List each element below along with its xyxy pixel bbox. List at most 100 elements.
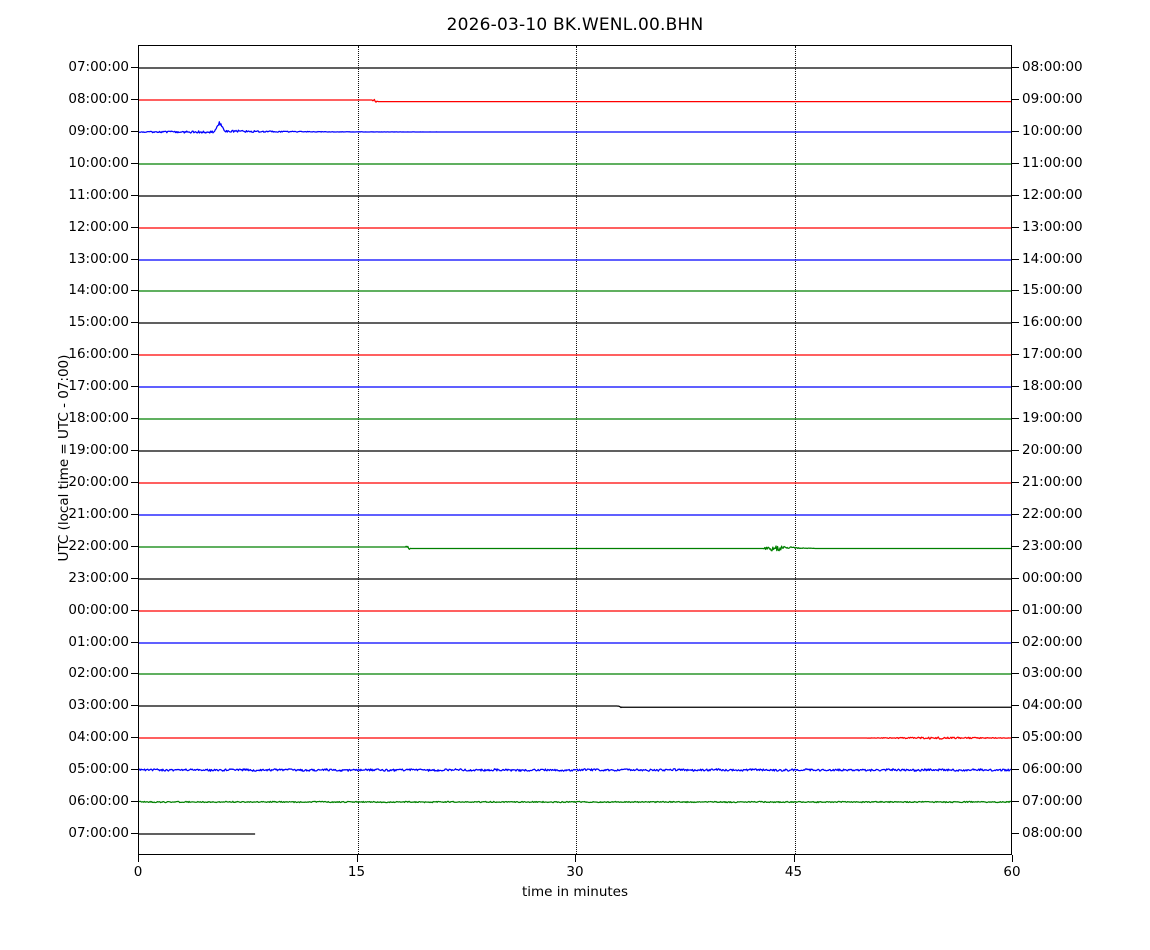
y-tick-label-left: 23:00:00 <box>68 569 129 586</box>
seismic-trace <box>139 83 1011 117</box>
y-tick-mark-right <box>1012 418 1019 420</box>
y-tick-label-right: 10:00:00 <box>1022 122 1083 139</box>
vertical-gridline <box>357 46 359 854</box>
y-tick-mark-right <box>1012 641 1019 643</box>
y-tick-label-right: 18:00:00 <box>1022 378 1083 395</box>
x-tick-label: 15 <box>347 864 366 880</box>
x-axis-label: time in minutes <box>521 884 629 900</box>
y-tick-label-left: 00:00:00 <box>68 601 129 618</box>
y-tick-mark-left <box>131 769 138 771</box>
y-tick-label-left: 07:00:00 <box>68 825 129 841</box>
y-tick-mark-left <box>131 194 138 196</box>
y-tick-mark-right <box>1012 801 1019 803</box>
x-tick-mark <box>1012 855 1013 862</box>
y-tick-label-right: 09:00:00 <box>1022 90 1083 107</box>
y-tick-label-right: 21:00:00 <box>1022 473 1083 490</box>
y-tick-mark-right <box>1012 673 1019 675</box>
y-tick-mark-left <box>131 737 138 739</box>
y-tick-mark-left <box>131 418 138 420</box>
seismic-trace <box>139 498 1011 532</box>
y-tick-label-right: 02:00:00 <box>1022 633 1083 650</box>
y-tick-label-left: 01:00:00 <box>68 633 129 650</box>
y-tick-mark-left <box>131 354 138 356</box>
seismic-trace <box>139 243 1011 277</box>
seismic-trace <box>139 785 1011 819</box>
y-tick-mark-right <box>1012 354 1019 356</box>
y-tick-label-right: 20:00:00 <box>1022 442 1083 458</box>
trace-line <box>139 737 1011 739</box>
page-title: 2026-03-10 BK.WENL.00.BHN <box>446 15 704 35</box>
y-tick-mark-left <box>131 513 138 515</box>
y-tick-label-left: 05:00:00 <box>68 761 129 778</box>
trace-line <box>139 801 1011 802</box>
y-tick-mark-left <box>131 67 138 68</box>
y-tick-mark-right <box>1012 130 1019 132</box>
y-tick-mark-right <box>1012 609 1019 611</box>
seismic-trace <box>139 594 1011 628</box>
x-tick-mark <box>138 855 139 862</box>
x-tick-mark <box>356 855 358 862</box>
y-tick-label-right: 01:00:00 <box>1022 601 1083 618</box>
vertical-gridline <box>576 46 577 854</box>
seismic-trace <box>139 562 1011 596</box>
y-tick-mark-left <box>131 673 138 675</box>
y-tick-label-right: 05:00:00 <box>1022 729 1083 746</box>
y-tick-mark-left <box>131 290 138 292</box>
y-tick-label-left: 08:00:00 <box>68 90 129 107</box>
y-tick-mark-left <box>131 609 138 611</box>
y-tick-mark-left <box>131 322 138 324</box>
y-tick-label-left: 12:00:00 <box>68 218 129 235</box>
y-tick-mark-right <box>1012 481 1019 483</box>
seismic-trace <box>139 274 1011 308</box>
seismic-trace <box>139 530 1011 564</box>
y-tick-label-right: 07:00:00 <box>1022 793 1083 810</box>
seismic-trace <box>139 211 1011 245</box>
seismic-trace <box>139 370 1011 404</box>
y-tick-label-right: 03:00:00 <box>1022 665 1083 682</box>
y-tick-mark-left <box>131 577 138 579</box>
y-tick-mark-right <box>1012 769 1019 771</box>
trace-line <box>139 122 1011 133</box>
y-tick-label-right: 14:00:00 <box>1022 250 1083 267</box>
y-tick-label-right: 16:00:00 <box>1022 314 1083 331</box>
vertical-gridline <box>794 46 796 854</box>
y-tick-label-left: 16:00:00 <box>68 346 129 363</box>
seismic-trace <box>139 51 1011 85</box>
y-tick-mark-left <box>131 130 138 132</box>
y-tick-label-right: 22:00:00 <box>1022 505 1083 522</box>
y-tick-label-left: 13:00:00 <box>68 250 129 267</box>
y-tick-label-left: 02:00:00 <box>68 665 129 682</box>
y-tick-label-left: 06:00:00 <box>68 793 129 810</box>
seismic-trace <box>139 817 1011 851</box>
seismic-trace <box>139 179 1011 213</box>
y-tick-label-right: 06:00:00 <box>1022 761 1083 778</box>
seismic-trace <box>139 721 1011 755</box>
plot-inner <box>139 46 1011 854</box>
y-tick-mark-right <box>1012 577 1019 579</box>
y-tick-mark-right <box>1012 513 1019 515</box>
y-tick-label-right: 08:00:00 <box>1022 825 1083 841</box>
y-tick-mark-left <box>131 450 138 451</box>
y-tick-label-right: 04:00:00 <box>1022 697 1083 714</box>
y-tick-mark-left <box>131 481 138 483</box>
y-tick-mark-right <box>1012 705 1019 707</box>
y-tick-label-left: 15:00:00 <box>68 314 129 331</box>
seismic-trace <box>139 115 1011 149</box>
seismic-trace <box>139 466 1011 500</box>
seismic-trace <box>139 434 1011 468</box>
y-tick-mark-right <box>1012 290 1019 292</box>
y-tick-mark-left <box>131 545 138 547</box>
y-tick-mark-right <box>1012 450 1019 451</box>
y-tick-label-right: 15:00:00 <box>1022 282 1083 299</box>
y-tick-mark-left <box>131 386 138 388</box>
y-tick-mark-left <box>131 801 138 803</box>
y-tick-label-left: 07:00:00 <box>68 59 129 75</box>
plot-area <box>138 45 1012 855</box>
y-tick-mark-right <box>1012 322 1019 324</box>
seismic-trace <box>139 306 1011 340</box>
y-tick-label-left: 10:00:00 <box>68 154 129 171</box>
y-tick-mark-right <box>1012 98 1019 100</box>
x-tick-label: 45 <box>784 864 803 880</box>
y-tick-label-right: 19:00:00 <box>1022 410 1083 427</box>
y-tick-mark-left <box>131 226 138 228</box>
